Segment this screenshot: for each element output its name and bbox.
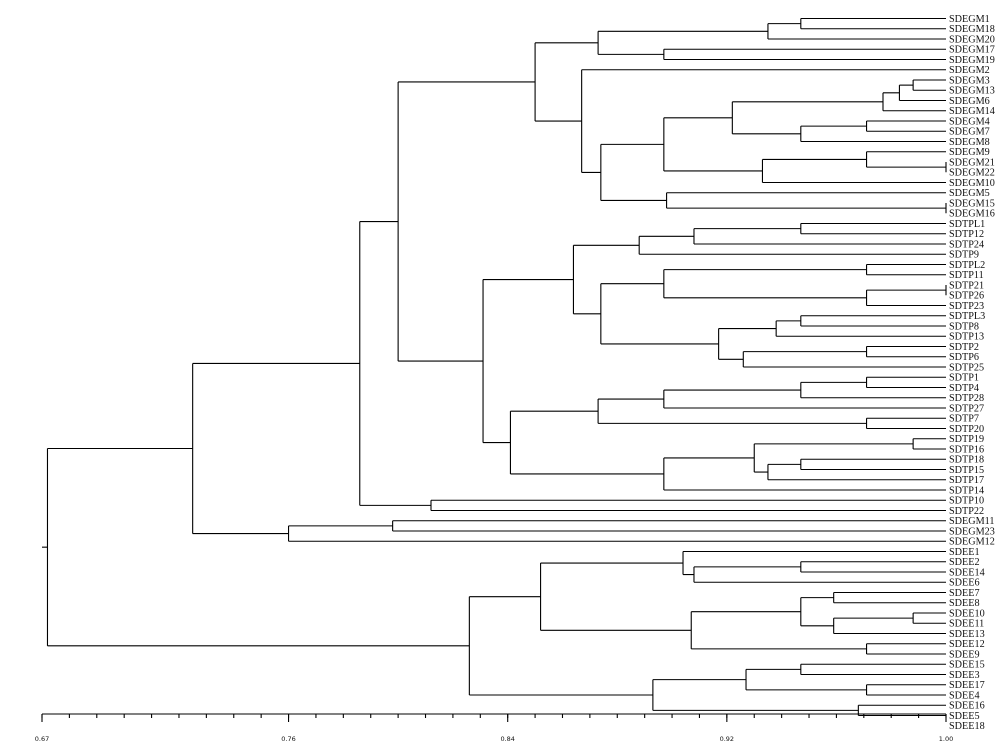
axis-tick-label: 0.92 [720,735,734,743]
leaf-label: SDTP2 [949,342,979,353]
leaf-label: SDTP24 [949,239,984,250]
similarity-axis: 0.67 0.76 0.84 0.92 1.00 [35,713,953,743]
leaf-label: SDEE5 [949,711,980,722]
leaf-label: SDEGM16 [949,209,995,220]
leaf-label: SDEGM3 [949,75,990,86]
leaf-label: SDEGM15 [949,198,995,209]
leaf-label: SDEE8 [949,598,980,609]
leaf-label: SDTP19 [949,434,984,445]
leaf-label: SDEGM4 [949,116,990,127]
leaf-label: SDTPL1 [949,219,985,230]
leaf-label: SDEGM21 [949,157,995,168]
leaf-label: SDEE2 [949,557,980,568]
leaf-label: SDTP23 [949,301,984,312]
leaf-label: SDTP13 [949,332,984,343]
leaf-label: SDEE1 [949,547,980,558]
leaf-label: SDTP18 [949,455,984,466]
leaf-label: SDTPL2 [949,260,985,271]
leaf-label: SDEE13 [949,629,985,640]
leaf-label: SDEGM5 [949,188,990,199]
leaf-label: SDTP12 [949,229,984,240]
leaf-label: SDTP26 [949,291,984,302]
leaf-label: SDTP27 [949,403,984,414]
leaf-label: SDEGM19 [949,55,995,66]
leaf-label: SDEE15 [949,660,985,671]
leaf-label: SDEGM14 [949,106,995,117]
leaf-label: SDTP21 [949,280,984,291]
leaf-label: SDEGM22 [949,168,995,179]
leaf-label: SDEE18 [949,721,985,732]
leaf-label: SDTP4 [949,383,979,394]
leaf-label: SDEE11 [949,619,984,630]
leaf-label: SDEGM13 [949,86,995,97]
leaf-label: SDEGM11 [949,516,994,527]
leaf-label: SDTP7 [949,414,979,425]
leaf-label: SDEE17 [949,680,985,691]
leaf-label: SDEGM18 [949,24,995,35]
axis-tick-label: 1.00 [939,735,953,743]
leaf-label: SDEGM7 [949,127,990,138]
leaf-label: SDTP22 [949,506,984,517]
axis-tick-label: 0.67 [35,735,49,743]
leaf-label: SDEGM23 [949,526,995,537]
leaf-label: SDTP1 [949,373,979,384]
leaf-label: SDTP16 [949,444,984,455]
leaf-label: SDTP11 [949,270,984,281]
leaf-label: SDEE4 [949,690,980,701]
axis-tick-label: 0.76 [281,735,295,743]
leaf-label: SDEGM8 [949,137,990,148]
leaf-label: SDEGM12 [949,537,995,548]
leaf-labels: SDEGM1SDEGM18SDEGM20SDEGM17SDEGM19SDEGM2… [949,14,995,732]
leaf-label: SDTP14 [949,485,984,496]
leaf-label: SDEGM10 [949,178,995,189]
leaf-label: SDEE6 [949,578,980,589]
leaf-label: SDEE10 [949,608,985,619]
leaf-label: SDTP17 [949,475,984,486]
leaf-label: SDTP9 [949,250,979,261]
leaf-label: SDEE12 [949,639,985,650]
leaf-label: SDTP15 [949,465,984,476]
leaf-label: SDTP8 [949,321,979,332]
leaf-label: SDEE14 [949,567,985,578]
leaf-label: SDEGM9 [949,147,990,158]
leaf-label: SDEGM20 [949,34,995,45]
leaf-label: SDEE7 [949,588,980,599]
leaf-label: SDTP25 [949,362,984,373]
axis-tick-label: 0.84 [500,735,514,743]
leaf-label: SDEGM6 [949,96,990,107]
dendrogram-branches [42,17,947,717]
leaf-label: SDEE9 [949,649,980,660]
leaf-label: SDEE3 [949,670,980,681]
leaf-label: SDTP20 [949,424,984,435]
leaf-label: SDEGM17 [949,45,995,56]
leaf-label: SDTP6 [949,352,979,363]
leaf-label: SDEGM1 [949,14,990,25]
leaf-label: SDEGM2 [949,65,990,76]
leaf-label: SDEE16 [949,701,985,712]
leaf-label: SDTPL3 [949,311,985,322]
leaf-label: SDTP10 [949,496,984,507]
leaf-label: SDTP28 [949,393,984,404]
